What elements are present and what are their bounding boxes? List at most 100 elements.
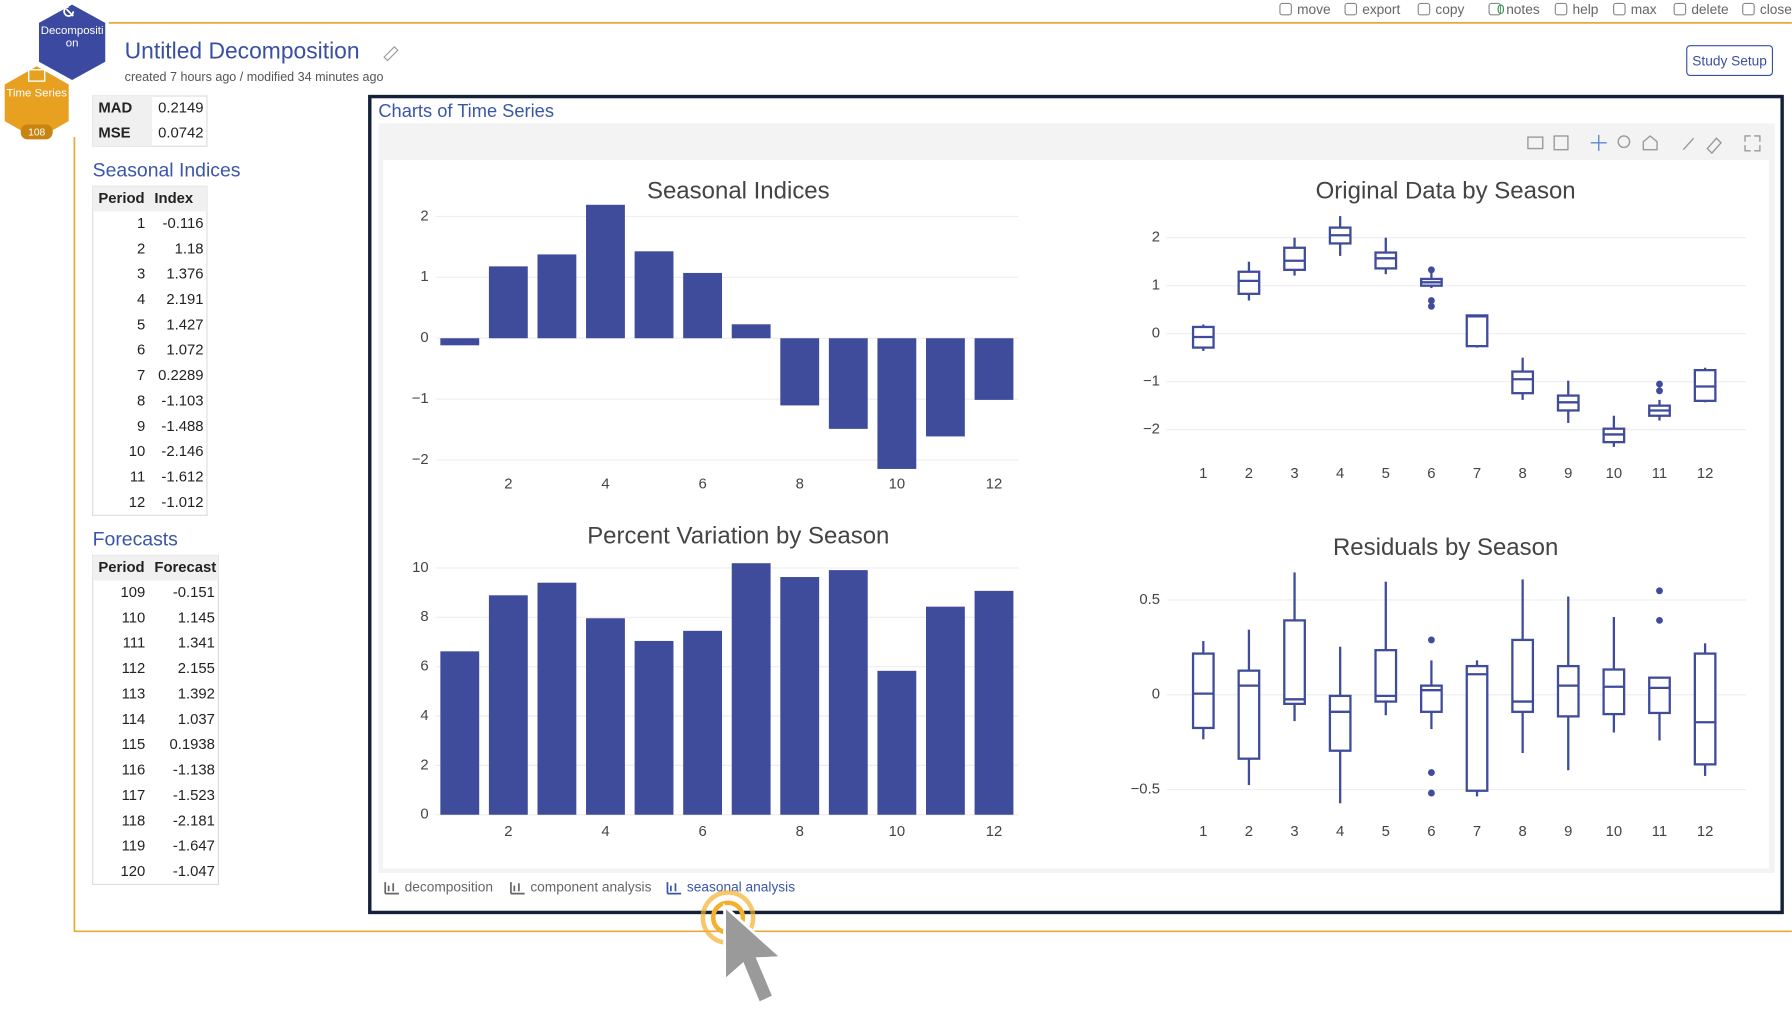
period-cell: 109 (120, 585, 145, 601)
y-tick-label: 2 (420, 757, 428, 773)
period-cell: 113 (122, 686, 146, 702)
value-cell: -1.488 (161, 419, 203, 435)
modebar-pan[interactable] (1590, 134, 1607, 151)
x-tick-label: 10 (1606, 824, 1623, 840)
toolbar-icon[interactable] (1742, 2, 1755, 16)
y-tick-label: −2 (412, 452, 429, 468)
study-badge (20, 124, 53, 140)
outlier (1656, 380, 1663, 388)
period-cell: 4 (137, 292, 145, 308)
bar (488, 595, 528, 815)
modebar-fullscreen[interactable] (1744, 135, 1761, 152)
outlier (1656, 587, 1663, 595)
edit-icon[interactable] (383, 46, 399, 62)
bar (634, 251, 674, 339)
value-cell: 0.1938 (170, 737, 215, 753)
x-tick-label: 4 (601, 476, 609, 492)
bar (440, 338, 480, 346)
tab-label[interactable]: decomposition (405, 879, 493, 894)
value-cell: 1.037 (178, 712, 215, 728)
y-tick-label: −0.5 (1131, 782, 1160, 798)
value-cell: -0.116 (163, 216, 204, 232)
study-title[interactable]: Untitled Decomposition (125, 38, 360, 64)
toolbar-label[interactable]: export (1362, 2, 1400, 17)
tab-bar: decomposition component analysis seasonal … (384, 879, 795, 894)
modebar-zoom[interactable] (1617, 135, 1631, 149)
y-tick-label: 6 (420, 659, 428, 675)
toolbar-icon[interactable] (1554, 2, 1568, 16)
toolbar-icon[interactable] (1344, 2, 1358, 16)
study-subtitle: created 7 hours ago / modified 34 minute… (125, 70, 384, 84)
modebar-select[interactable] (1553, 135, 1569, 151)
period-cell: 119 (122, 839, 146, 855)
toolbar-label[interactable]: notes (1506, 2, 1540, 17)
modebar-draw[interactable] (1682, 137, 1695, 151)
x-tick-label: 4 (1336, 466, 1344, 482)
toolbar-label[interactable]: close (1760, 2, 1792, 17)
x-tick-label: 12 (1697, 466, 1714, 482)
toolbar-icon[interactable] (1417, 2, 1431, 16)
x-tick-label: 6 (1427, 466, 1435, 482)
x-tick-label: 5 (1382, 466, 1390, 482)
x-tick-label: 6 (698, 824, 706, 840)
y-tick-label: 0 (420, 807, 428, 823)
column-header: Period (98, 191, 144, 207)
toolbar-label[interactable]: help (1572, 2, 1598, 17)
tab-label[interactable]: seasonal analysis (687, 879, 795, 894)
period-cell: 2 (137, 241, 145, 257)
period-cell: 118 (122, 813, 146, 829)
period-cell: 110 (122, 610, 146, 626)
modebar-home[interactable] (1642, 135, 1658, 151)
x-tick-label: 2 (1245, 824, 1253, 840)
value-cell: 1.145 (178, 610, 215, 626)
toolbar-label[interactable]: delete (1691, 2, 1729, 17)
toolbar-icon[interactable] (1488, 2, 1502, 16)
toolbar-label[interactable]: copy (1435, 2, 1464, 17)
box (1237, 669, 1261, 760)
box (1374, 649, 1398, 703)
modebar-camera[interactable] (1527, 136, 1544, 150)
study-setup-label: Study Setup (1692, 53, 1767, 68)
period-cell: 120 (120, 864, 145, 880)
bar (731, 563, 771, 815)
y-tick-label: 2 (1152, 230, 1160, 246)
y-tick-label: 1 (420, 269, 428, 285)
value-cell: -0.151 (173, 585, 215, 601)
x-tick-label: 6 (1427, 824, 1435, 840)
value-cell: -1.012 (161, 495, 203, 511)
value-cell: 1.376 (166, 267, 203, 283)
toolbar-icon[interactable] (1279, 2, 1292, 16)
box (1328, 694, 1352, 752)
study-setup-button[interactable] (1686, 45, 1774, 76)
modebar-erase[interactable] (1706, 137, 1722, 155)
outlier (1427, 266, 1435, 274)
box (1283, 619, 1306, 705)
y-tick-label: 0 (1152, 326, 1160, 342)
module-hex[interactable] (38, 4, 106, 80)
bar (731, 324, 771, 339)
toolbar-label[interactable]: max (1631, 2, 1657, 17)
toolbar-icon[interactable] (1673, 2, 1687, 16)
study-hex[interactable] (4, 66, 69, 140)
value-cell: -2.181 (173, 813, 215, 829)
value-cell: 2.191 (166, 292, 203, 308)
y-tick-label: 1 (1152, 278, 1160, 294)
value-cell: 1.18 (175, 241, 204, 257)
module-label: Decompositi (41, 25, 104, 37)
toolbar-icon[interactable] (1613, 2, 1626, 16)
x-tick-label: 6 (698, 476, 706, 492)
outlier (1427, 769, 1435, 776)
study-label: Time Series (6, 88, 67, 100)
x-tick-label: 2 (504, 824, 512, 840)
tab-label[interactable]: component analysis (530, 879, 651, 894)
value-cell: 2.155 (178, 661, 215, 677)
toolbar-label[interactable]: move (1297, 2, 1331, 17)
x-tick-label: 8 (796, 824, 804, 840)
bar (586, 618, 625, 815)
value-cell: -1.103 (161, 393, 203, 409)
outlier (1427, 789, 1435, 797)
value-cell: -1.047 (173, 864, 215, 880)
x-tick-label: 8 (1519, 466, 1527, 482)
x-tick-label: 12 (986, 476, 1003, 492)
